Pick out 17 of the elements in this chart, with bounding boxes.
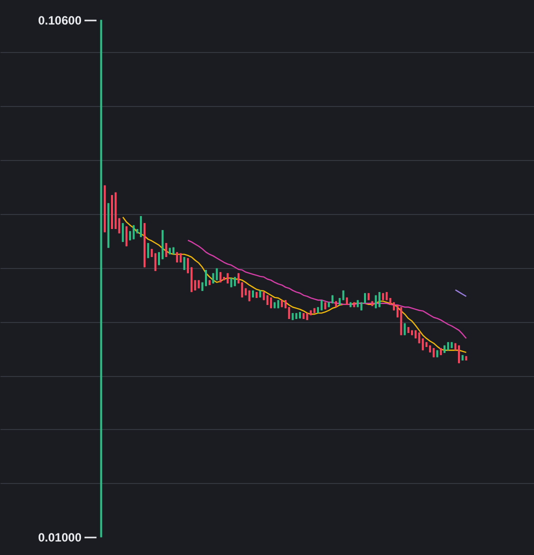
candlestick — [132, 224, 135, 240]
candlestick — [140, 216, 142, 238]
candlestick — [212, 272, 214, 284]
candlestick — [219, 272, 222, 283]
candlestick — [165, 242, 168, 258]
candlestick — [183, 256, 186, 270]
line-series — [187, 240, 467, 339]
y-tick-label: 0.10600 — [38, 13, 82, 28]
y-tick-label: 0.01000 — [38, 530, 82, 545]
candlestick — [226, 272, 229, 284]
candlestick — [320, 300, 323, 311]
candlestick — [122, 222, 124, 242]
line-series — [454, 289, 467, 297]
candlestick — [147, 242, 150, 259]
candlestick — [378, 292, 380, 308]
line-series — [122, 216, 467, 353]
candlestick — [176, 252, 178, 263]
